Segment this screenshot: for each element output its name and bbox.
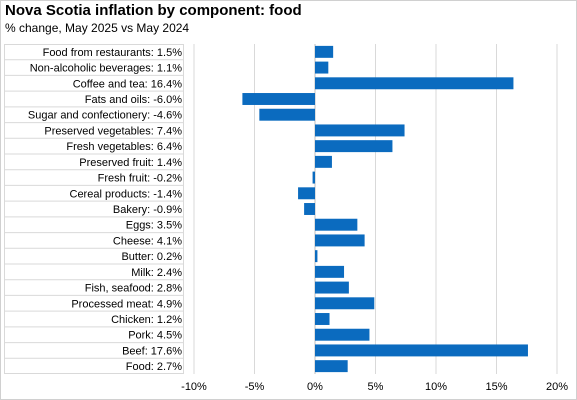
x-tick-label: 10%: [425, 381, 447, 393]
bar: [315, 124, 405, 137]
bar: [315, 297, 375, 310]
category-label: Milk: 2.4%: [131, 267, 182, 279]
category-label: Preserved vegetables: 7.4%: [44, 125, 182, 137]
bar: [315, 328, 370, 341]
x-tick-label: 0%: [307, 381, 323, 393]
category-label: Chicken: 1.2%: [111, 314, 182, 326]
chart-subtitle: % change, May 2025 vs May 2024: [5, 21, 190, 35]
category-label: Coffee and tea: 16.4%: [73, 78, 182, 90]
category-label: Beef: 17.6%: [122, 345, 182, 357]
bar: [315, 250, 318, 263]
category-label: Fresh vegetables: 6.4%: [66, 141, 182, 153]
category-label: Processed meat: 4.9%: [71, 298, 182, 310]
category-label: Food from restaurants: 1.5%: [43, 47, 183, 59]
bar: [315, 360, 348, 373]
bar: [315, 313, 330, 325]
x-tick-label: -10%: [181, 381, 207, 393]
category-label: Preserved fruit: 1.4%: [79, 157, 182, 169]
x-tick-label: 15%: [485, 381, 507, 393]
category-label: Pork: 4.5%: [128, 330, 182, 342]
bar: [242, 93, 315, 105]
bar: [315, 344, 528, 357]
chart-title: Nova Scotia inflation by component: food: [5, 2, 302, 19]
bar: [315, 45, 334, 58]
bar: [315, 281, 349, 294]
bar: [259, 108, 315, 121]
bar: [315, 140, 393, 153]
bar: [315, 265, 345, 278]
x-axis-ticks: -10% -5% 0% 5% 10% 15% 20%: [181, 381, 568, 393]
category-label: Food: 2.7%: [126, 361, 182, 373]
x-tick-label: 5%: [368, 381, 384, 393]
category-label: Fats and oils: -6.0%: [85, 94, 182, 106]
bar: [312, 171, 315, 184]
bar: [315, 77, 514, 90]
category-label: Fresh fruit: -0.2%: [98, 173, 183, 185]
bar: [315, 61, 329, 74]
bars: [242, 45, 528, 373]
category-label: Eggs: 3.5%: [126, 220, 182, 232]
category-label: Butter: 0.2%: [121, 251, 182, 263]
category-label: Bakery: -0.9%: [113, 204, 182, 216]
bar: [304, 203, 315, 215]
category-label: Sugar and confectionery: -4.6%: [28, 110, 182, 122]
category-label: Fish, seafood: 2.8%: [85, 283, 182, 295]
category-label: Cheese: 4.1%: [113, 235, 182, 247]
bar: [315, 218, 358, 231]
bar: [315, 234, 365, 247]
bar: [315, 155, 332, 168]
category-label: Cereal products: -1.4%: [70, 188, 183, 200]
x-tick-label: 20%: [546, 381, 568, 393]
category-labels: Food from restaurants: 1.5% Non-alcoholic…: [28, 47, 182, 373]
category-label: Non-alcoholic beverages: 1.1%: [30, 63, 182, 75]
label-column-border: [4, 44, 184, 374]
bar: [298, 187, 315, 200]
gridlines: [4, 44, 558, 374]
x-tick-label: -5%: [245, 381, 265, 393]
